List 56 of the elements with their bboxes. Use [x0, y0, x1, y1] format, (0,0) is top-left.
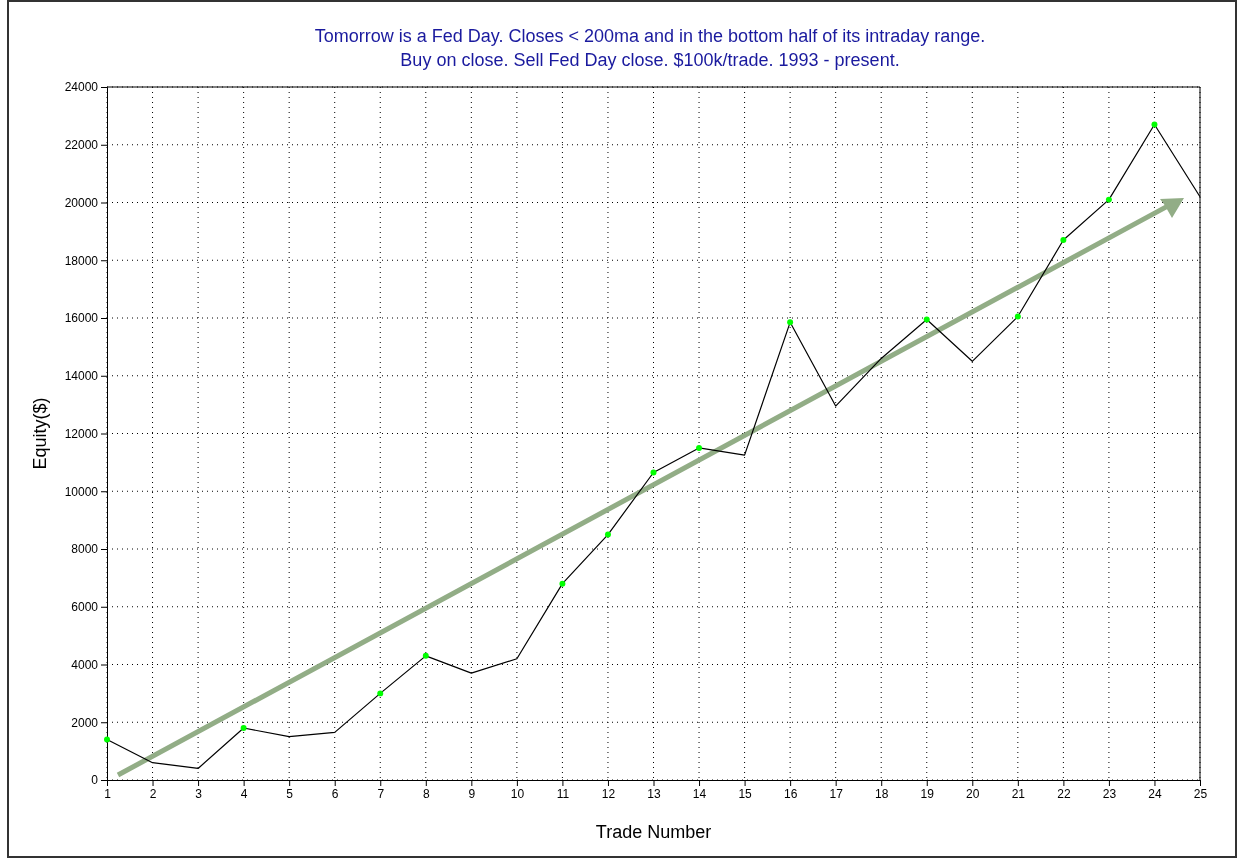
x-tick-label: 19	[920, 786, 935, 801]
chart-subtitle: Buy on close. Sell Fed Day close. $100k/trade. 1993 - present.	[400, 50, 900, 70]
x-tick-label: 17	[829, 786, 844, 801]
x-tick-label: 23	[1102, 786, 1117, 801]
point	[1151, 121, 1158, 128]
x-tick-label: 21	[1011, 786, 1026, 801]
point	[559, 580, 566, 587]
x-tick-label: 24	[1148, 786, 1162, 801]
y-tick-label: 22000	[64, 138, 99, 153]
y-tick-label: 14000	[64, 369, 99, 384]
point	[787, 319, 794, 326]
y-tick-label: 10000	[64, 484, 99, 499]
point	[104, 736, 110, 743]
y-tick-label: 2000	[71, 715, 99, 730]
x-tick-label: 25	[1193, 786, 1208, 801]
point	[1105, 196, 1112, 203]
y-axis-title: Equity($)	[30, 397, 50, 470]
x-tick-label: 14	[692, 786, 707, 801]
point	[422, 652, 429, 659]
x-tick-label: 12	[601, 786, 616, 801]
x-tick-label: 6	[331, 786, 339, 801]
x-tick-label: 22	[1057, 786, 1071, 801]
point	[1014, 313, 1021, 320]
y-tick-label: 0	[91, 773, 99, 788]
x-tick-label: 18	[875, 786, 889, 801]
point	[696, 444, 703, 451]
y-tick-label: 8000	[71, 542, 99, 557]
y-tick-label: 12000	[64, 426, 99, 441]
x-tick-label: 3	[195, 786, 203, 801]
chart-title: Tomorrow is a Fed Day. Closes < 200ma and in the bottom half of its intraday range.	[314, 26, 986, 46]
x-tick-label: 4	[240, 786, 248, 801]
x-tick-label: 7	[377, 786, 385, 801]
y-tick-label: 18000	[64, 253, 99, 268]
y-tick-label: 16000	[64, 311, 99, 326]
x-axis-title: Trade Number	[595, 822, 712, 842]
x-tick-label: 8	[422, 786, 430, 801]
x-tick-label: 1	[104, 786, 112, 801]
point	[377, 690, 384, 697]
point	[240, 725, 247, 731]
x-tick-label: 16	[783, 786, 798, 801]
x-tick-label: 20	[966, 786, 980, 801]
point	[604, 531, 611, 538]
x-tick-label: 9	[468, 786, 476, 801]
x-tick-label: 5	[286, 786, 294, 801]
y-tick-label: 4000	[71, 657, 99, 672]
y-tick-label: 24000	[64, 80, 99, 95]
x-tick-label: 13	[647, 786, 661, 801]
point	[923, 316, 930, 323]
point	[1060, 237, 1067, 244]
x-tick-label: 11	[556, 786, 570, 801]
x-tick-label: 10	[510, 786, 525, 801]
x-tick-label: 15	[738, 786, 753, 801]
y-tick-label: 6000	[71, 600, 99, 615]
point	[650, 469, 657, 476]
x-tick-label: 2	[149, 786, 157, 801]
y-tick-label: 20000	[64, 195, 99, 210]
